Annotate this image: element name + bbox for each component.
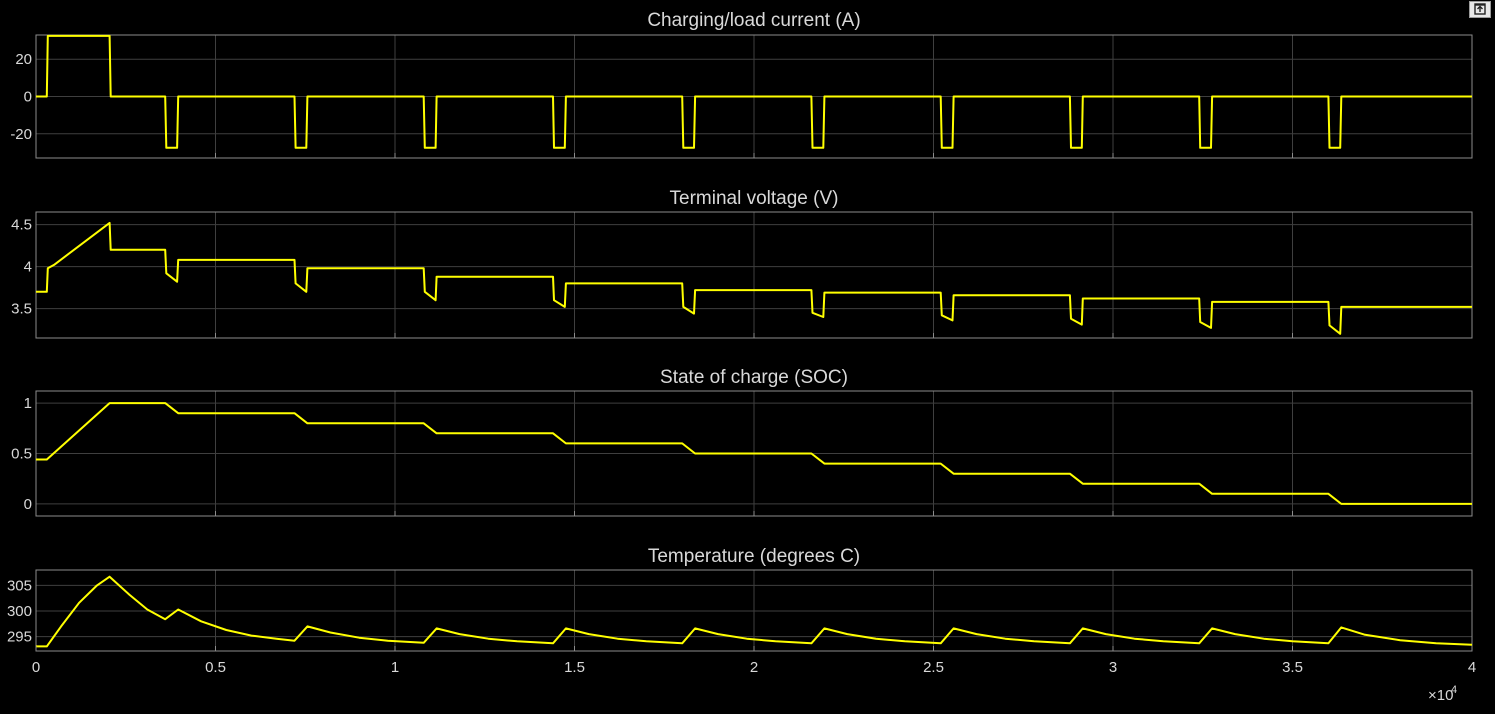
y-tick-label: 0 (24, 89, 32, 106)
y-tick-label: 0 (24, 496, 32, 513)
x-tick-label: 0.5 (205, 659, 226, 676)
x-tick-label: 1.5 (564, 659, 585, 676)
axes-panel-4: 295 300 305 Temperature (degrees C) (7, 546, 1473, 652)
y-tick-label: 300 (7, 603, 32, 620)
y-tick-label: 0.5 (11, 446, 32, 463)
axes-panel-2: 3.5 4 4.5 Terminal voltage (V) (11, 188, 1473, 339)
x-axis: 0 0.5 1 1.5 2 2.5 3 3.5 4×104 (32, 659, 1476, 704)
x-tick-label: 2 (750, 659, 758, 676)
y-tick-label: 4 (24, 259, 32, 276)
undock-icon (1474, 3, 1486, 15)
series-line (36, 402, 1472, 505)
x-exponent-label: ×10 (1428, 687, 1453, 704)
x-tick-label: 4 (1468, 659, 1476, 676)
series-line (36, 575, 1473, 648)
x-exponent-power: 4 (1451, 684, 1457, 696)
series-line (36, 221, 1472, 335)
x-tick-label: 2.5 (923, 659, 944, 676)
x-tick-label: 3.5 (1282, 659, 1303, 676)
y-tick-label: 4.5 (11, 217, 32, 234)
y-tick-label: 20 (15, 51, 32, 68)
chart-title: Temperature (degrees C) (648, 546, 860, 567)
chart-title: State of charge (SOC) (660, 367, 848, 388)
undock-button[interactable] (1469, 1, 1491, 18)
x-tick-label: 1 (391, 659, 399, 676)
series-line (36, 34, 1472, 149)
chart-title: Terminal voltage (V) (670, 188, 839, 209)
y-tick-label: 305 (7, 577, 32, 594)
x-tick-label: 3 (1109, 659, 1117, 676)
x-tick-label: 0 (32, 659, 40, 676)
y-tick-label: -20 (10, 126, 32, 143)
axes-panel-3: 0 0.5 1 State of charge (SOC) (11, 367, 1473, 517)
y-tick-label: 3.5 (11, 301, 32, 318)
y-tick-label: 295 (7, 629, 32, 646)
chart-title: Charging/load current (A) (647, 10, 860, 31)
y-tick-label: 1 (24, 395, 32, 412)
axes-panel-1: -20 0 20 Charging/load current (A) (10, 10, 1473, 159)
